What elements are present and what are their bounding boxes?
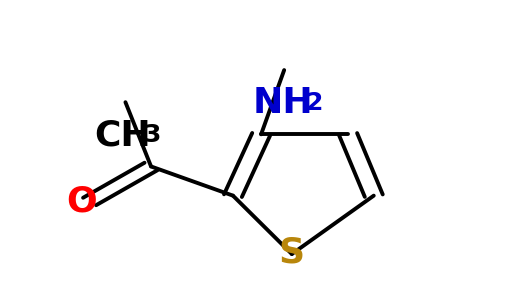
Text: S: S xyxy=(279,236,305,270)
Text: 3: 3 xyxy=(143,123,161,147)
Text: NH: NH xyxy=(253,86,313,120)
Text: CH: CH xyxy=(95,118,151,152)
Text: O: O xyxy=(67,185,97,218)
Text: 2: 2 xyxy=(306,91,324,115)
